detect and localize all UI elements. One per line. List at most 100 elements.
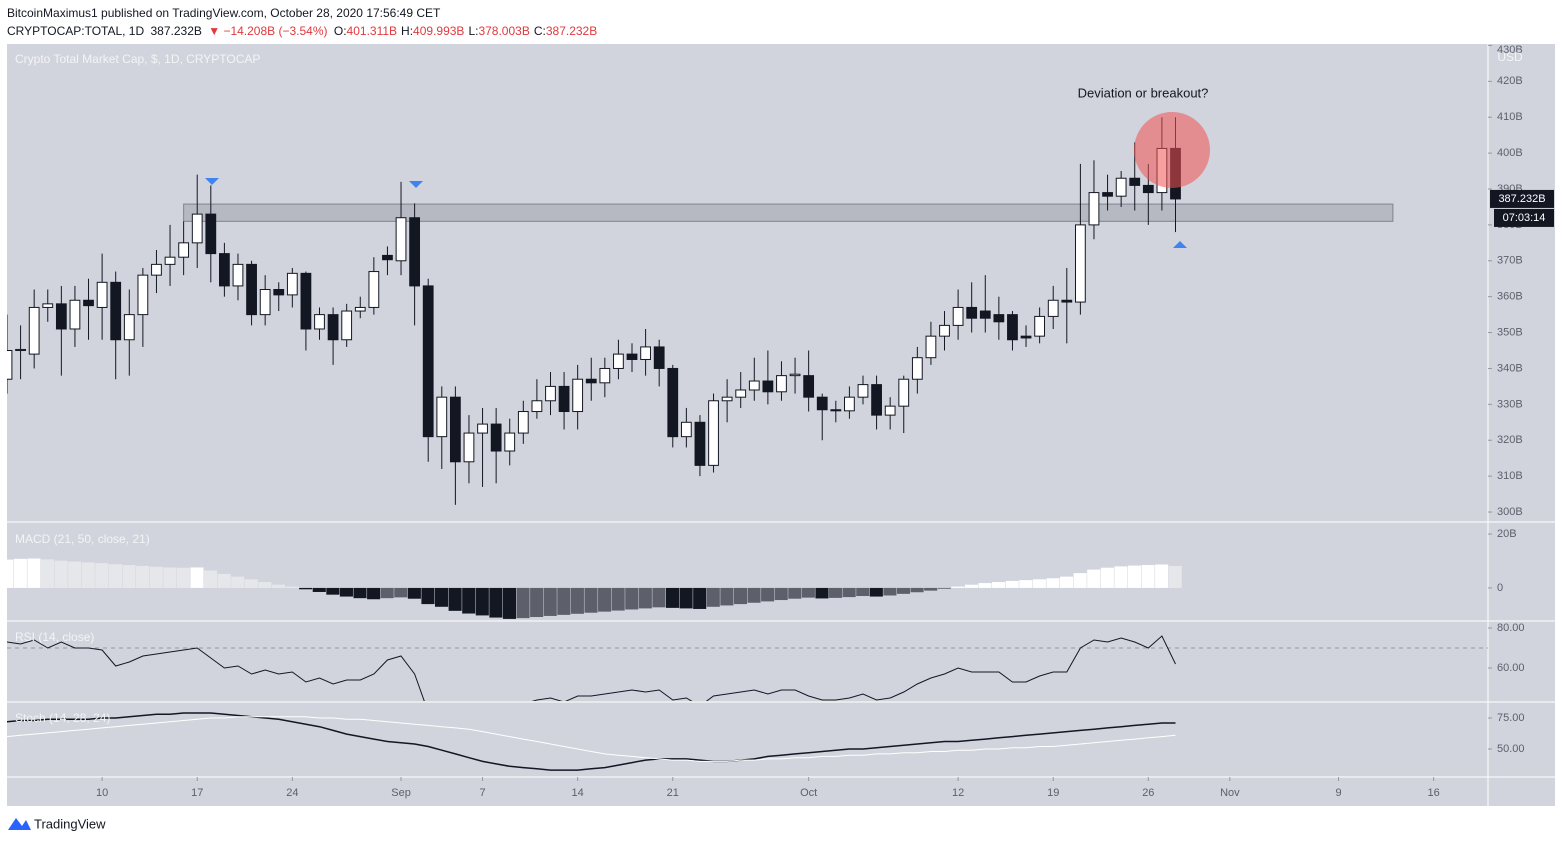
macd-bar [1141,565,1155,588]
candle-body [871,384,882,416]
candle-body [7,350,13,380]
ohlc-value: 409.993B [413,24,465,38]
candle-body [599,367,611,384]
rsi-line [7,635,1176,701]
candle-body [531,400,543,413]
candle-body [1007,314,1018,341]
candle-body [83,299,94,307]
macd-bar [788,587,802,599]
y-tick-label: 20B [1497,528,1517,540]
y-tick-label: 330B [1497,398,1523,410]
macd-bar [68,561,82,588]
y-tick-label: 400B [1497,147,1523,159]
candle-body [1115,177,1127,197]
x-tick-label: 26 [1142,787,1154,799]
header: BitcoinMaximus1 published on TradingView… [7,4,604,40]
price-label: 387.232B [1498,193,1545,205]
candle-body [911,357,923,380]
candle-body [178,242,190,258]
macd-bar [1032,579,1046,588]
macd-bar [611,587,625,611]
change: ▼ −14.208B (−3.54%) [208,24,328,38]
macd-bar [421,587,435,605]
macd-bar [896,587,911,594]
y-tick-label: 430B [1497,44,1523,56]
candle-body [748,380,760,391]
y-tick-label: 0 [1497,582,1503,594]
brand-logo: TradingView [8,816,106,831]
macd-bar [1127,565,1142,588]
stoch-title: Stoch (14, 28, 24) [15,711,110,725]
x-tick-label: 12 [952,787,964,799]
logo-icon [8,818,31,830]
y-tick-label: 350B [1497,326,1523,338]
macd-bar [829,587,843,598]
y-tick-label: 310B [1497,470,1523,482]
brand: TradingView [34,816,106,831]
macd-bar [122,565,136,588]
candle-body [409,217,421,287]
macd-bar [951,586,965,588]
macd-bar [1168,565,1182,588]
candle-body [680,421,692,438]
x-tick-label: Nov [1220,787,1240,799]
candle-body [151,263,162,276]
macd-bar [937,587,951,589]
candle-body [667,367,679,438]
ohlc-label: H: [401,24,414,38]
candle-body [789,373,801,377]
candle-body [123,314,135,341]
y-tick-label: 340B [1497,362,1523,374]
candle-body [1102,192,1113,197]
macd-bar [434,587,449,607]
ohlc-value: 401.311B [346,24,398,38]
candle-body [300,272,312,330]
candle-body [137,274,149,316]
candle-body [816,396,828,411]
macd-bar [801,587,815,598]
macd-bar [992,582,1006,588]
candle-body [422,285,434,438]
macd-bar [407,587,421,599]
stoch-line [7,716,1176,762]
macd-bar [299,587,313,590]
x-tick-label: 16 [1428,787,1440,799]
countdown: 07:03:14 [1503,212,1546,224]
chart-background [7,44,1555,806]
macd-bar [584,587,598,613]
candle-body [28,306,40,355]
x-tick-label: 17 [191,787,203,799]
macd-bar [339,587,353,597]
candle-body [55,303,67,330]
candle-body [1020,335,1032,339]
macd-bar [244,579,258,588]
macd-bar [720,587,734,606]
axes: 10 17 24 Sep 7 14 21 Oct 12 19 26 Nov 9 16 300B 310B 320… [96,44,1554,799]
macd-bar [285,586,299,588]
candle-body [15,348,26,352]
macd-bar [1019,580,1033,588]
candle-body [857,384,869,398]
macd-bar [231,576,245,588]
macd-bar [176,567,190,588]
macd-title: MACD (21, 50, close, 21) [15,532,150,546]
macd-bar [1060,576,1074,588]
candle-body [898,378,910,407]
ohlc: O:401.311B H:409.993B L:378.003B C:387.232B [334,24,601,38]
candle-body [395,217,407,262]
macd-bar [1073,573,1087,588]
macd-bar [149,566,163,588]
candle-body [966,306,978,319]
macd-bar [679,587,693,609]
candle-body [1142,184,1154,194]
x-tick-label: 14 [572,787,584,799]
candle-body [1047,299,1059,317]
macd-bar [190,567,204,588]
macd-bar [774,587,788,601]
candle-body [232,263,244,287]
macd-bar [353,587,367,599]
macd-bar [108,564,122,588]
candle-body [844,396,855,412]
y-tick-label: 60.00 [1497,662,1525,674]
